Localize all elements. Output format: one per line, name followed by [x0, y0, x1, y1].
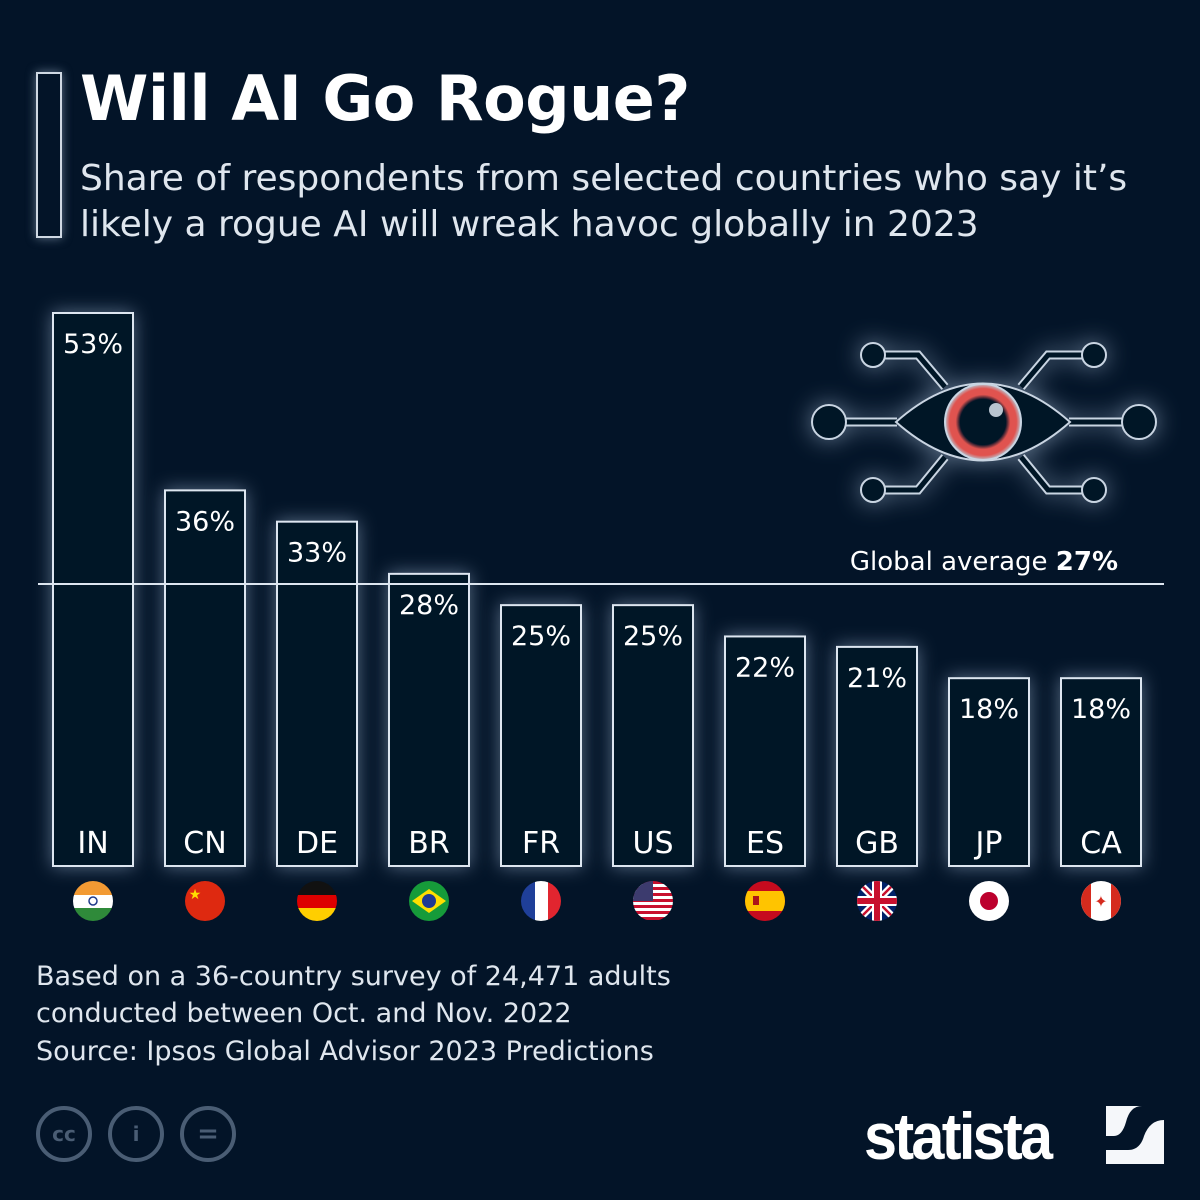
- category-label: GB: [855, 826, 899, 861]
- title-accent-bar: [36, 72, 62, 238]
- category-label: FR: [522, 826, 560, 861]
- value-label: 53%: [63, 329, 123, 360]
- bar-jp: [948, 677, 1030, 867]
- chart-subtitle: Share of respondents from selected count…: [80, 158, 1128, 245]
- bar-cn: [164, 489, 246, 867]
- value-label: 25%: [623, 621, 683, 652]
- global-average-text: Global average: [850, 547, 1048, 577]
- japan-flag-icon: [969, 881, 1009, 921]
- category-label: CA: [1080, 826, 1122, 861]
- category-label: JP: [974, 826, 1003, 861]
- category-label: CN: [183, 826, 226, 861]
- spain-flag-icon: [745, 881, 785, 921]
- value-label: 18%: [1071, 694, 1131, 725]
- france-flag-icon: [521, 881, 561, 921]
- canada-flag-icon: ✦: [1081, 881, 1121, 921]
- cc-icon[interactable]: cc: [36, 1106, 92, 1162]
- value-label: 25%: [511, 621, 571, 652]
- bar-in: [52, 312, 134, 867]
- value-label: 36%: [175, 506, 235, 537]
- bar-de: [276, 520, 358, 867]
- bar-fr: [500, 604, 582, 867]
- usa-flag-icon: [633, 881, 673, 920]
- uk-flag-icon: [857, 881, 897, 921]
- global-average-value: 27%: [1056, 547, 1118, 577]
- china-flag-icon: ★: [185, 881, 225, 921]
- category-label: IN: [77, 826, 108, 861]
- ai-eye-icon: [811, 342, 1157, 503]
- attribution-icon[interactable]: i: [108, 1106, 164, 1162]
- svg-text:✦: ✦: [1094, 892, 1107, 911]
- value-label: 21%: [847, 663, 907, 694]
- category-label: US: [632, 826, 673, 861]
- no-derivatives-icon[interactable]: =: [180, 1106, 236, 1162]
- category-label: BR: [408, 826, 449, 861]
- bar-us: [612, 604, 694, 867]
- germany-flag-icon: [297, 881, 337, 921]
- value-label: 22%: [735, 652, 795, 683]
- category-label: DE: [296, 826, 338, 861]
- source-text: Source: Ipsos Global Advisor 2023 Predic…: [36, 1036, 654, 1067]
- value-label: 28%: [399, 590, 459, 621]
- bar-gb: [836, 645, 918, 867]
- statista-logo[interactable]: statista: [864, 1099, 1053, 1173]
- brazil-flag-icon: [409, 881, 449, 921]
- svg-text:★: ★: [189, 887, 202, 903]
- value-label: 33%: [287, 538, 347, 569]
- bar-br: [388, 572, 470, 867]
- bar-ca: [1060, 677, 1142, 867]
- chart-title: Will AI Go Rogue?: [80, 62, 690, 135]
- value-label: 18%: [959, 694, 1019, 725]
- global-average-label: Global average 27%: [850, 547, 1118, 577]
- bar-es: [724, 635, 806, 867]
- india-flag-icon: [73, 881, 113, 921]
- statista-logo-mark-icon: [1106, 1106, 1164, 1164]
- category-label: ES: [746, 826, 784, 861]
- survey-note: Based on a 36-country survey of 24,471 a…: [36, 961, 671, 1029]
